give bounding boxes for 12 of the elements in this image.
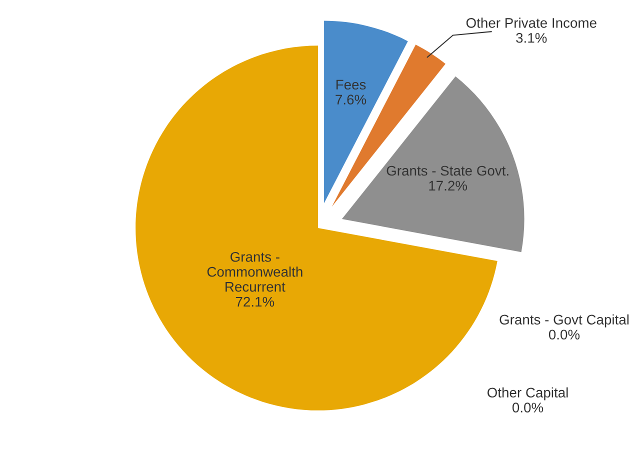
data-label: 7.6% <box>336 94 366 105</box>
text: 0.0% <box>548 330 580 340</box>
data-label: 17.2% <box>429 180 468 191</box>
slice-label: Grants - State Govt. <box>386 166 508 176</box>
data-label: 72.1% <box>236 296 274 307</box>
data-label: 3.1% <box>516 32 547 43</box>
category-label: Other Capital <box>488 387 568 400</box>
category-label: Grants - Govt Capital <box>500 314 629 328</box>
text: 0.0% <box>512 402 544 412</box>
slice-label: Fees <box>336 80 366 90</box>
slice-label: Grants - Commonwealth Recurrent <box>207 252 302 292</box>
slice-label: Other Private Income <box>466 18 596 28</box>
